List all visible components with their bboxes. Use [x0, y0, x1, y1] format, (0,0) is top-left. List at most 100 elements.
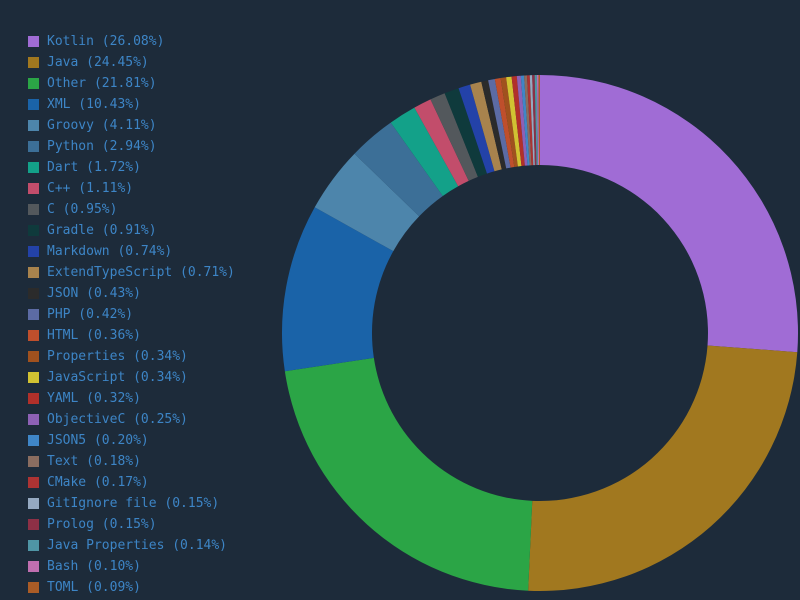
legend-label: CMake (0.17%): [47, 475, 149, 490]
legend-swatch: [28, 246, 39, 257]
legend-item: Python (2.94%): [28, 136, 235, 157]
legend-swatch: [28, 99, 39, 110]
legend-label: Other (21.81%): [47, 76, 157, 91]
legend-item: YAML (0.32%): [28, 388, 235, 409]
donut-slice-text: [524, 75, 532, 166]
legend-label: XML (10.43%): [47, 97, 141, 112]
donut-slice-html: [494, 78, 515, 168]
donut-slice-objectivec: [516, 75, 528, 166]
legend-swatch: [28, 183, 39, 194]
legend-label: Gradle (0.91%): [47, 223, 157, 238]
legend-swatch: [28, 519, 39, 530]
legend-swatch: [28, 435, 39, 446]
legend-item: Other (21.81%): [28, 73, 235, 94]
legend-item: Gradle (0.91%): [28, 220, 235, 241]
donut-slice-python: [354, 122, 443, 217]
legend-swatch: [28, 351, 39, 362]
legend-swatch: [28, 414, 39, 425]
legend-item: ObjectiveC (0.25%): [28, 409, 235, 430]
legend-label: C (0.95%): [47, 202, 118, 217]
donut-slice-cmake: [526, 75, 534, 166]
donut-slice-yaml: [511, 76, 525, 167]
legend-swatch: [28, 477, 39, 488]
legend-swatch: [28, 582, 39, 593]
legend-item: Prolog (0.15%): [28, 514, 235, 535]
legend-label: Bash (0.10%): [47, 559, 141, 574]
legend-label: ExtendTypeScript (0.71%): [47, 265, 235, 280]
donut-slice-extendtypescript: [470, 81, 502, 172]
legend-label: JSON (0.43%): [47, 286, 141, 301]
donut-slice-properties: [500, 77, 518, 167]
legend-label: Groovy (4.11%): [47, 118, 157, 133]
donut-slice-markdown: [458, 84, 495, 174]
donut-slice-c-: [414, 99, 469, 187]
legend-swatch: [28, 78, 39, 89]
legend-swatch: [28, 141, 39, 152]
legend-label: YAML (0.32%): [47, 391, 141, 406]
legend-swatch: [28, 225, 39, 236]
donut-slice-java-properties: [534, 75, 538, 166]
legend-label: C++ (1.11%): [47, 181, 134, 196]
donut-slice-gradle: [444, 88, 487, 177]
legend-item: JSON5 (0.20%): [28, 430, 235, 451]
legend-swatch: [28, 120, 39, 131]
donut-slice-php: [488, 78, 511, 169]
legend-label: Properties (0.34%): [47, 349, 188, 364]
donut-slice-groovy: [314, 153, 420, 252]
legend-swatch: [28, 372, 39, 383]
legend-label: PHP (0.42%): [47, 307, 134, 322]
legend-item: C (0.95%): [28, 199, 235, 220]
legend-item: GitIgnore file (0.15%): [28, 493, 235, 514]
donut-slice-c: [430, 93, 478, 181]
legend-item: Dart (1.72%): [28, 157, 235, 178]
legend-label: Markdown (0.74%): [47, 244, 173, 259]
legend-swatch: [28, 36, 39, 47]
legend-swatch: [28, 561, 39, 572]
donut-slice-kotlin: [540, 75, 799, 353]
legend-label: HTML (0.36%): [47, 328, 141, 343]
donut-slice-toml: [538, 74, 540, 165]
legend-swatch: [28, 498, 39, 509]
legend-label: Prolog (0.15%): [47, 517, 157, 532]
legend-swatch: [28, 393, 39, 404]
legend-item: HTML (0.36%): [28, 325, 235, 346]
donut-slice-bash: [536, 75, 540, 166]
donut-slice-xml: [281, 207, 394, 372]
legend-swatch: [28, 267, 39, 278]
donut-slice-json: [481, 80, 507, 170]
donut-slice-dart: [390, 107, 459, 196]
legend-item: JavaScript (0.34%): [28, 367, 235, 388]
legend-swatch: [28, 456, 39, 467]
donut-slice-other: [284, 357, 533, 591]
legend-label: GitIgnore file (0.15%): [47, 496, 220, 511]
legend-label: Text (0.18%): [47, 454, 141, 469]
legend: Kotlin (26.08%) Java (24.45%) Other (21.81…: [28, 31, 235, 598]
donut-slice-gitignore-file: [529, 75, 535, 166]
legend-item: PHP (0.42%): [28, 304, 235, 325]
legend-item: CMake (0.17%): [28, 472, 235, 493]
legend-item: C++ (1.11%): [28, 178, 235, 199]
legend-item: XML (10.43%): [28, 94, 235, 115]
legend-item: Java (24.45%): [28, 52, 235, 73]
legend-label: TOML (0.09%): [47, 580, 141, 595]
legend-item: Groovy (4.11%): [28, 115, 235, 136]
legend-label: Java (24.45%): [47, 55, 149, 70]
legend-swatch: [28, 57, 39, 68]
legend-swatch: [28, 204, 39, 215]
donut-slice-json5: [520, 75, 530, 166]
donut-slice-javascript: [506, 76, 522, 167]
legend-label: Dart (1.72%): [47, 160, 141, 175]
legend-item: Java Properties (0.14%): [28, 535, 235, 556]
legend-swatch: [28, 162, 39, 173]
legend-item: Text (0.18%): [28, 451, 235, 472]
legend-item: JSON (0.43%): [28, 283, 235, 304]
legend-item: Kotlin (26.08%): [28, 31, 235, 52]
legend-label: JSON5 (0.20%): [47, 433, 149, 448]
legend-item: Bash (0.10%): [28, 556, 235, 577]
legend-label: Python (2.94%): [47, 139, 157, 154]
legend-swatch: [28, 288, 39, 299]
legend-item: TOML (0.09%): [28, 577, 235, 598]
legend-label: Kotlin (26.08%): [47, 34, 165, 49]
